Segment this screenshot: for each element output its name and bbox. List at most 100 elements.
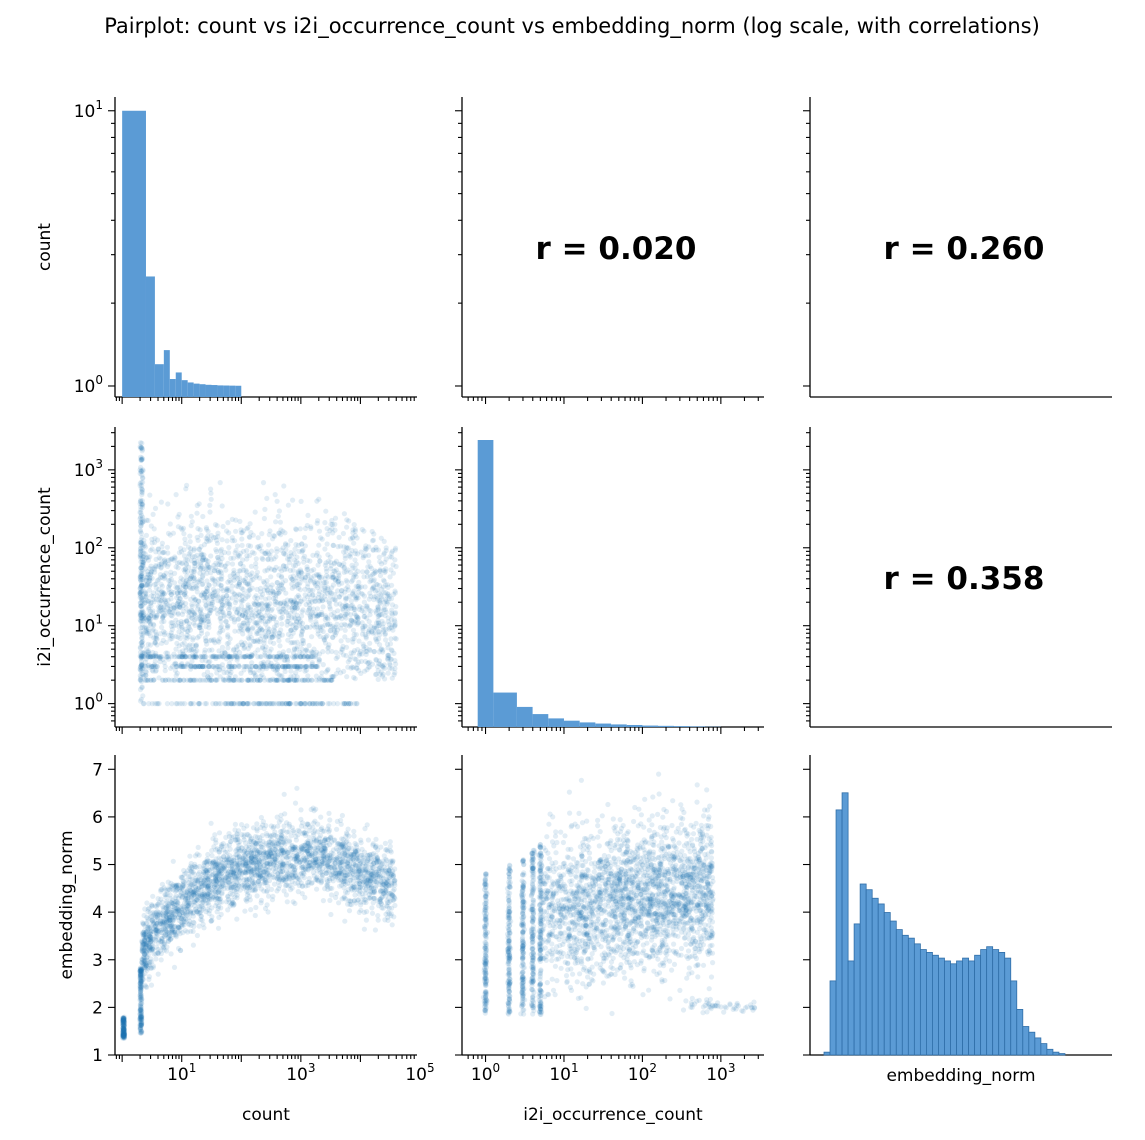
scatter-point [285,654,291,660]
scatter-point [256,602,262,608]
scatter-point [271,633,277,639]
embedding-hist-bar [986,946,994,1056]
scatter-point [277,588,283,595]
scatter-point [169,613,175,619]
scatter-point [343,622,349,629]
scatter-point [191,566,197,572]
embedding-hist-bar [853,923,861,1056]
scatter-point [380,577,387,583]
scatter-point [194,559,200,565]
scatter-point [239,612,245,618]
scatter-point [389,554,395,560]
scatter-point [331,561,337,567]
scatter-point [166,632,172,638]
scatter-point [298,633,304,639]
scatter-point [175,514,181,520]
embedding-y-tick-label: 2 [92,998,103,1018]
scatter-point [199,564,205,570]
scatter-point [273,656,279,663]
scatter-point [281,677,287,683]
scatter-point [277,654,283,660]
scatter-point [268,574,274,580]
scatter-point [153,556,159,563]
scatter-point [345,659,351,665]
chart-title: Pairplot: count vs i2i_occurrence_count … [104,14,1040,39]
scatter-point [137,516,143,522]
scatter-point [202,647,208,653]
scatter-point [200,557,206,563]
scatter-point [214,537,220,543]
embedding-hist-bar [992,949,1000,1056]
scatter-point [194,585,200,591]
scatter-point [196,501,202,507]
scatter-point [219,644,226,651]
scatter-point [150,654,156,660]
scatter-point [338,670,344,676]
scatter-point [276,508,282,514]
scatter-point [230,571,236,577]
scatter-point [188,585,194,591]
scatter-point [276,633,282,639]
scatter-point [179,561,185,567]
scatter-point [386,621,392,628]
scatter-point [209,575,215,581]
scatter-point [196,546,202,553]
scatter-point [194,502,200,509]
scatter-point [241,645,247,652]
scatter-point [194,616,200,622]
scatter-point [322,640,329,646]
scatter-point [279,673,285,679]
scatter-point [292,605,298,611]
scatter-point [249,663,255,670]
scatter-point [335,654,341,660]
scatter-point [298,823,305,829]
scatter-point [286,560,293,566]
scatter-point [303,601,309,608]
scatter-point [393,661,399,667]
scatter-point [262,701,268,707]
scatter-point [251,638,257,645]
scatter-point [377,572,384,579]
scatter-point [378,592,384,598]
scatter-point [339,587,345,594]
scatter-point [158,581,164,588]
scatter-point [139,482,145,489]
scatter-point [294,554,300,560]
scatter-point [146,572,152,578]
scatter-point [251,600,257,606]
scatter-point [383,566,389,572]
scatter-point [367,664,373,670]
scatter-point [153,596,159,603]
scatter-point [225,645,231,651]
scatter-point [349,547,355,554]
scatter-point [191,546,197,552]
scatter-point [206,659,212,665]
scatter-point [325,649,331,655]
scatter-point [295,570,301,576]
scatter-point [312,598,318,604]
scatter-point [165,501,171,507]
scatter-point [357,604,363,610]
scatter-point [266,551,272,557]
scatter-point [259,531,265,537]
scatter-point [354,535,360,541]
scatter-point [314,606,321,612]
scatter-point [250,670,257,676]
scatter-point [218,623,225,629]
scatter-point [139,534,145,541]
embedding-y-tick-label: 1 [92,1046,103,1066]
count-hist-bar [229,385,236,397]
correlation-label: r = 0.358 [884,561,1045,597]
scatter-point [268,663,274,670]
scatter-point [244,572,250,578]
scatter-point [187,701,193,707]
scatter-point [207,593,213,599]
scatter-point [230,555,237,561]
count-hist-bar [163,350,170,397]
scatter-point [255,654,261,660]
scatter-point [152,639,158,645]
scatter-point [152,640,158,646]
scatter-point [323,508,329,514]
scatter-point [256,627,262,634]
embedding-hist-bar [1010,980,1018,1056]
